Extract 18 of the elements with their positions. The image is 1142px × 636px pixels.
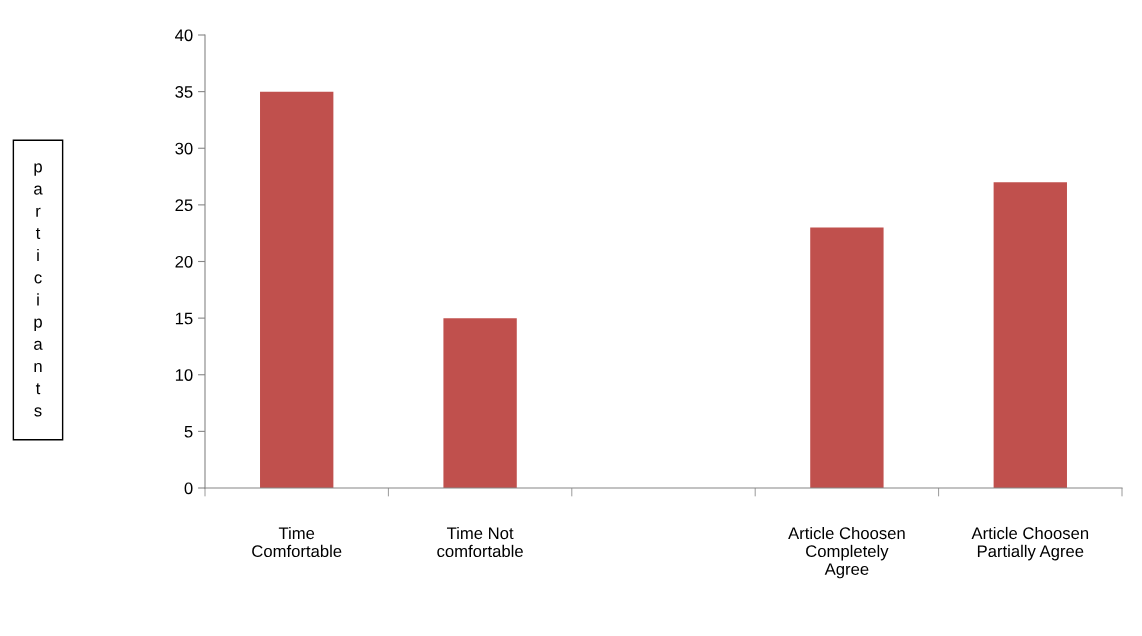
y-tick-label: 25 — [175, 199, 193, 212]
y-tick-label: 10 — [175, 369, 193, 381]
bar — [443, 318, 517, 488]
text: participants — [34, 163, 43, 417]
y-tick-label: 15 — [175, 312, 193, 325]
x-tick-label: Time Comfortable — [252, 526, 342, 558]
y-tick-label: 0 — [184, 482, 193, 495]
x-tick-label: Time Not comfortable — [437, 526, 523, 558]
y-tick-label: 30 — [175, 142, 193, 155]
y-tick-label: 20 — [175, 255, 193, 268]
bar — [810, 227, 884, 488]
x-tick-label: Article Choosen Completely Agree — [788, 526, 905, 579]
y-tick-label: 35 — [175, 86, 193, 98]
bar — [260, 91, 334, 488]
bar — [993, 182, 1067, 488]
y-tick-label: 40 — [175, 29, 193, 42]
x-tick-label: Article Choosen Partially Agree — [971, 526, 1089, 561]
y-tick-label: 5 — [184, 425, 193, 438]
